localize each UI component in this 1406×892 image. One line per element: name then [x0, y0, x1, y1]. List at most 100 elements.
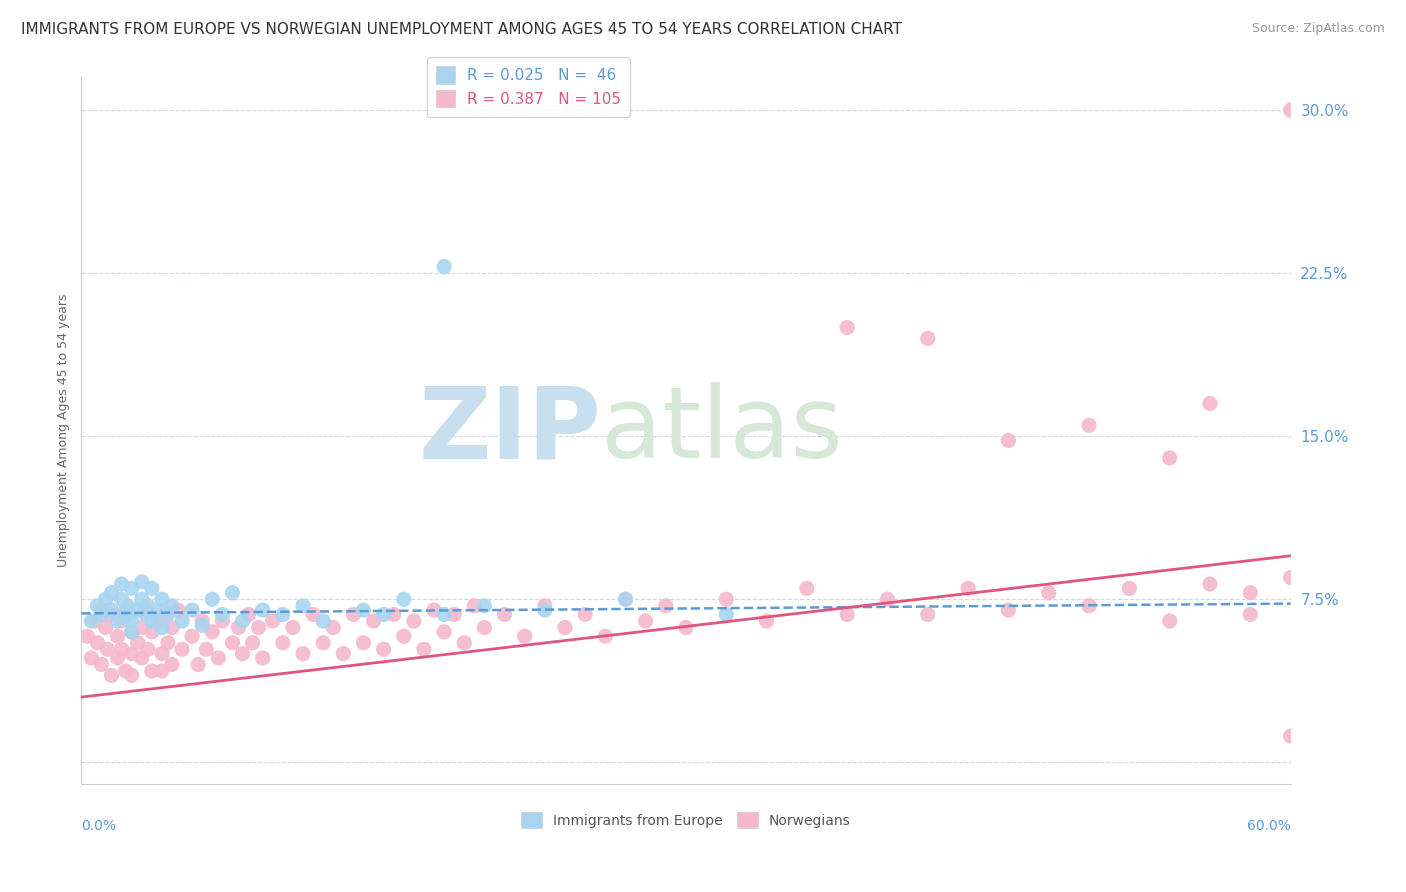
- Point: [90, 607, 112, 622]
- Point: [110, 577, 132, 591]
- Point: [312, 636, 335, 650]
- Point: [131, 620, 153, 634]
- Point: [474, 620, 496, 634]
- Point: [402, 614, 425, 628]
- Point: [107, 651, 129, 665]
- Point: [837, 320, 859, 334]
- Point: [114, 607, 136, 622]
- Point: [231, 647, 253, 661]
- Point: [271, 636, 294, 650]
- Point: [373, 642, 395, 657]
- Point: [312, 614, 335, 628]
- Point: [114, 603, 136, 617]
- Point: [221, 636, 243, 650]
- Point: [127, 603, 149, 617]
- Point: [181, 603, 204, 617]
- Point: [247, 620, 270, 634]
- Point: [221, 585, 243, 599]
- Text: IMMIGRANTS FROM EUROPE VS NORWEGIAN UNEMPLOYMENT AMONG AGES 45 TO 54 YEARS CORRE: IMMIGRANTS FROM EUROPE VS NORWEGIAN UNEM…: [21, 22, 903, 37]
- Point: [957, 582, 980, 596]
- Point: [917, 607, 939, 622]
- Point: [191, 614, 214, 628]
- Point: [86, 636, 108, 650]
- Point: [554, 620, 576, 634]
- Point: [135, 607, 157, 622]
- Point: [110, 614, 132, 628]
- Point: [534, 603, 557, 617]
- Point: [433, 607, 456, 622]
- Point: [131, 651, 153, 665]
- Point: [141, 624, 163, 639]
- Point: [876, 592, 898, 607]
- Point: [755, 614, 778, 628]
- Point: [191, 618, 214, 632]
- Point: [634, 614, 657, 628]
- Point: [117, 599, 139, 613]
- Point: [201, 592, 224, 607]
- Point: [160, 657, 183, 672]
- Point: [242, 636, 264, 650]
- Point: [716, 592, 738, 607]
- Point: [90, 603, 112, 617]
- Point: [100, 668, 122, 682]
- Point: [110, 592, 132, 607]
- Point: [141, 664, 163, 678]
- Point: [228, 620, 250, 634]
- Point: [1279, 729, 1302, 743]
- Point: [1159, 450, 1181, 465]
- Point: [1078, 418, 1101, 433]
- Point: [392, 629, 415, 643]
- Point: [150, 664, 173, 678]
- Point: [655, 599, 678, 613]
- Point: [595, 629, 617, 643]
- Point: [146, 603, 169, 617]
- Point: [1239, 607, 1261, 622]
- Point: [1199, 577, 1222, 591]
- Point: [131, 592, 153, 607]
- Point: [281, 620, 304, 634]
- Point: [433, 624, 456, 639]
- Point: [207, 651, 229, 665]
- Point: [513, 629, 536, 643]
- Point: [127, 636, 149, 650]
- Point: [997, 434, 1019, 448]
- Point: [107, 614, 129, 628]
- Point: [614, 592, 637, 607]
- Point: [1038, 585, 1060, 599]
- Text: atlas: atlas: [602, 383, 844, 479]
- Point: [131, 574, 153, 589]
- Point: [453, 636, 475, 650]
- Point: [160, 599, 183, 613]
- Point: [1279, 570, 1302, 584]
- Point: [135, 603, 157, 617]
- Point: [136, 599, 159, 613]
- Point: [675, 620, 697, 634]
- Point: [160, 620, 183, 634]
- Point: [271, 607, 294, 622]
- Point: [100, 585, 122, 599]
- Point: [76, 629, 98, 643]
- Point: [121, 647, 143, 661]
- Text: 0.0%: 0.0%: [82, 820, 117, 833]
- Point: [997, 603, 1019, 617]
- Point: [363, 614, 385, 628]
- Point: [170, 614, 193, 628]
- Point: [211, 607, 233, 622]
- Point: [342, 607, 364, 622]
- Point: [156, 607, 179, 622]
- Point: [238, 607, 260, 622]
- Point: [100, 607, 122, 622]
- Point: [373, 607, 395, 622]
- Point: [211, 614, 233, 628]
- Legend: Immigrants from Europe, Norwegians: Immigrants from Europe, Norwegians: [516, 806, 856, 834]
- Point: [252, 651, 274, 665]
- Point: [195, 642, 218, 657]
- Point: [443, 607, 465, 622]
- Y-axis label: Unemployment Among Ages 45 to 54 years: Unemployment Among Ages 45 to 54 years: [58, 294, 70, 567]
- Point: [382, 607, 405, 622]
- Point: [150, 620, 173, 634]
- Point: [96, 642, 118, 657]
- Text: 60.0%: 60.0%: [1247, 820, 1291, 833]
- Point: [392, 592, 415, 607]
- Point: [110, 642, 132, 657]
